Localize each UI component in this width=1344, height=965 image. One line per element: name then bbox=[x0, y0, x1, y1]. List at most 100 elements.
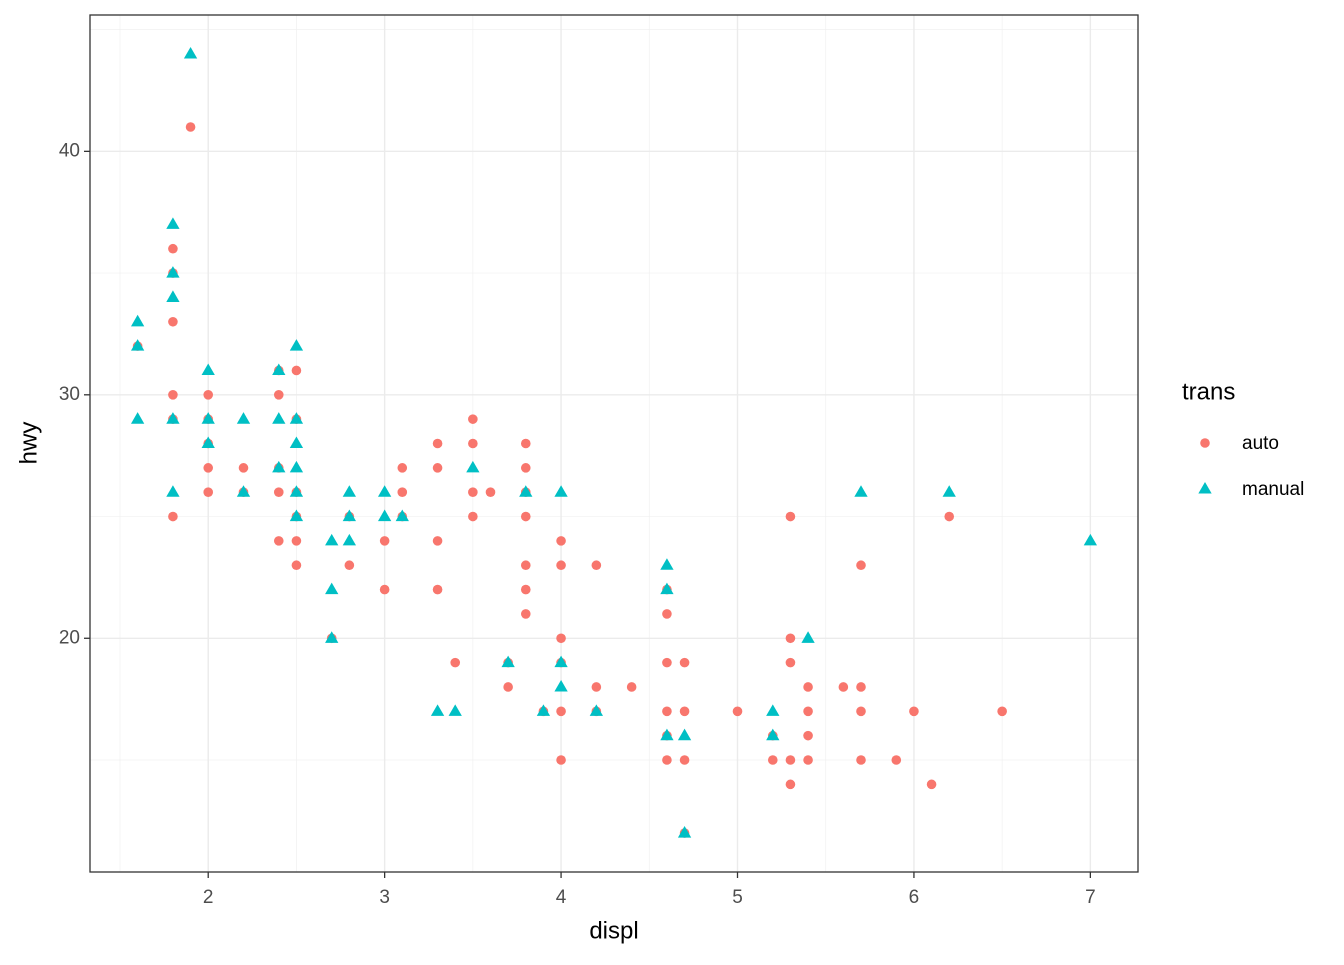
point bbox=[236, 412, 251, 424]
point bbox=[785, 779, 796, 790]
x-tick-label: 2 bbox=[203, 887, 214, 908]
point bbox=[944, 511, 955, 522]
point bbox=[325, 582, 339, 595]
point bbox=[468, 438, 478, 449]
point bbox=[273, 487, 284, 497]
point bbox=[201, 412, 215, 424]
point bbox=[803, 730, 813, 741]
legend-key bbox=[1198, 482, 1212, 494]
x-axis-title: displ bbox=[589, 917, 638, 944]
point bbox=[854, 485, 868, 497]
point bbox=[679, 657, 690, 668]
point bbox=[801, 631, 815, 643]
point bbox=[556, 633, 566, 644]
point bbox=[732, 706, 743, 717]
point bbox=[273, 536, 284, 546]
point bbox=[520, 463, 531, 473]
point bbox=[201, 436, 215, 449]
point bbox=[766, 704, 780, 716]
point bbox=[856, 682, 866, 692]
point bbox=[395, 509, 409, 522]
point bbox=[432, 438, 443, 449]
point bbox=[485, 487, 496, 497]
point bbox=[289, 436, 304, 449]
panel-border bbox=[89, 14, 1139, 873]
point bbox=[166, 290, 180, 302]
point bbox=[856, 755, 866, 765]
y-axis-title: hwy bbox=[15, 422, 42, 465]
point bbox=[766, 728, 780, 741]
x-tick-label: 3 bbox=[379, 887, 390, 908]
point bbox=[450, 657, 461, 668]
point bbox=[556, 755, 566, 765]
point bbox=[520, 438, 531, 449]
point bbox=[130, 339, 145, 351]
point bbox=[626, 682, 637, 692]
grid bbox=[90, 15, 1138, 872]
point bbox=[677, 826, 692, 838]
point bbox=[556, 560, 566, 571]
point bbox=[662, 755, 672, 765]
point bbox=[289, 509, 304, 522]
legend-label: auto bbox=[1242, 433, 1279, 454]
point bbox=[468, 414, 478, 424]
point bbox=[926, 779, 937, 790]
point bbox=[168, 511, 178, 522]
y-tick-label: 20 bbox=[59, 627, 80, 648]
y-tick-label: 40 bbox=[59, 140, 80, 161]
point bbox=[448, 704, 462, 716]
point bbox=[468, 487, 478, 497]
legend-key bbox=[1200, 438, 1210, 448]
point bbox=[291, 560, 302, 571]
point bbox=[520, 560, 531, 571]
point bbox=[785, 633, 796, 644]
point bbox=[201, 363, 215, 376]
point bbox=[803, 682, 813, 692]
point bbox=[679, 755, 690, 765]
point bbox=[166, 217, 180, 229]
point bbox=[554, 655, 568, 668]
point bbox=[432, 463, 443, 473]
point bbox=[503, 682, 513, 692]
point bbox=[662, 706, 672, 717]
point bbox=[942, 485, 956, 497]
point bbox=[520, 584, 531, 595]
point bbox=[556, 536, 566, 546]
point bbox=[556, 706, 566, 717]
point bbox=[203, 463, 214, 473]
point bbox=[272, 363, 286, 376]
point bbox=[662, 609, 672, 619]
point bbox=[379, 584, 390, 595]
point bbox=[997, 706, 1007, 717]
point bbox=[432, 536, 443, 546]
point bbox=[183, 46, 198, 59]
point bbox=[660, 582, 674, 595]
point bbox=[501, 655, 515, 668]
point bbox=[289, 460, 304, 473]
point bbox=[342, 533, 357, 546]
point bbox=[554, 485, 568, 497]
point bbox=[397, 463, 408, 473]
point bbox=[397, 487, 408, 497]
point bbox=[289, 339, 304, 351]
point bbox=[767, 755, 778, 765]
point bbox=[660, 728, 674, 741]
point bbox=[591, 560, 602, 571]
point bbox=[589, 704, 604, 716]
point bbox=[536, 704, 551, 716]
point bbox=[660, 558, 674, 570]
point bbox=[677, 728, 692, 741]
point bbox=[554, 679, 568, 692]
point bbox=[785, 657, 796, 668]
point bbox=[785, 755, 796, 765]
point bbox=[130, 412, 145, 424]
x-tick-label: 6 bbox=[909, 887, 920, 908]
point bbox=[166, 485, 180, 497]
point bbox=[520, 609, 531, 619]
point bbox=[273, 390, 284, 400]
point bbox=[377, 509, 392, 522]
x-tick-label: 4 bbox=[556, 887, 567, 908]
